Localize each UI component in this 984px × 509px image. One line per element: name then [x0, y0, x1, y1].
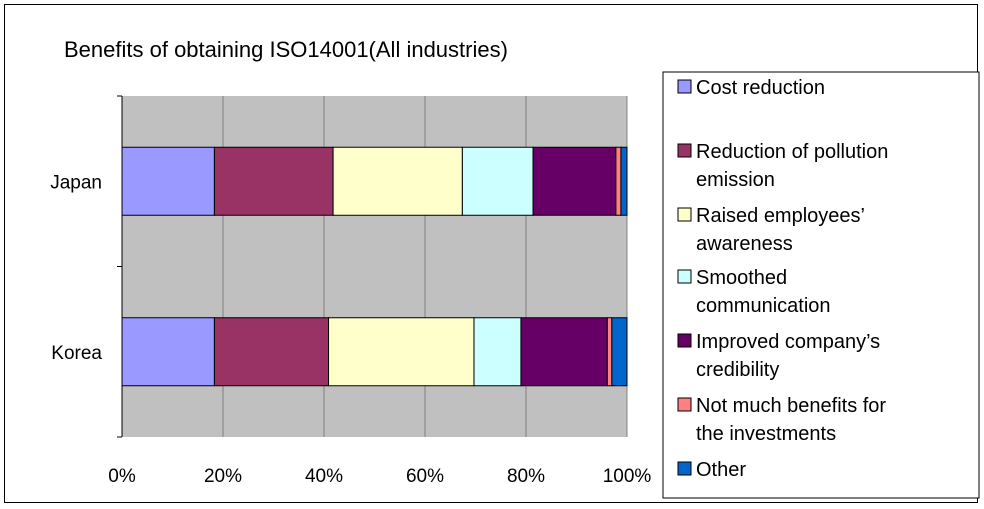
x-tick-label: 40% [305, 466, 343, 487]
x-tick-label: 60% [406, 466, 444, 487]
bar-segment [461, 146, 534, 216]
x-tick-label: 80% [507, 466, 545, 487]
bar-segment [520, 317, 608, 387]
legend-label: Reduction of pollution emission [696, 141, 888, 191]
legend-swatch [677, 79, 692, 94]
legend-swatch [677, 397, 692, 412]
bar-segment [332, 146, 463, 216]
legend-swatch [677, 333, 692, 348]
y-category-label: Korea [51, 343, 102, 364]
legend-label: Raised employees’ awareness [696, 205, 865, 255]
bar-segment [611, 317, 628, 387]
legend-label: Improved company’s credibility [696, 331, 880, 381]
bar-segment [121, 146, 215, 216]
legend-label: Other [696, 459, 746, 481]
legend-swatch [677, 143, 692, 158]
bar-segment [121, 317, 215, 387]
bar-segment [213, 317, 330, 387]
legend-swatch [677, 461, 692, 476]
bar-segment [328, 317, 475, 387]
bar-segment [473, 317, 522, 387]
y-category-label: Japan [50, 172, 102, 193]
bar-segment [606, 317, 613, 387]
legend: Cost reduction Reduction of pollution emis… [662, 71, 980, 499]
x-tick-label: 100% [603, 466, 652, 487]
bar-segment [615, 146, 622, 216]
legend-box [662, 71, 980, 499]
x-tick-label: 0% [108, 466, 136, 487]
legend-label: Not much benefits for the investments [696, 395, 886, 445]
bars [121, 146, 628, 387]
legend-swatch [677, 269, 692, 284]
bar-segment [620, 146, 628, 216]
legend-label: Smoothed communication [696, 267, 831, 317]
bar-segment [213, 146, 334, 216]
x-tick-label: 20% [204, 466, 242, 487]
bar-segment [532, 146, 617, 216]
legend-swatch [677, 207, 692, 222]
legend-label: Cost reduction [696, 77, 825, 99]
chart-title: Benefits of obtaining ISO14001(All indus… [64, 37, 508, 62]
